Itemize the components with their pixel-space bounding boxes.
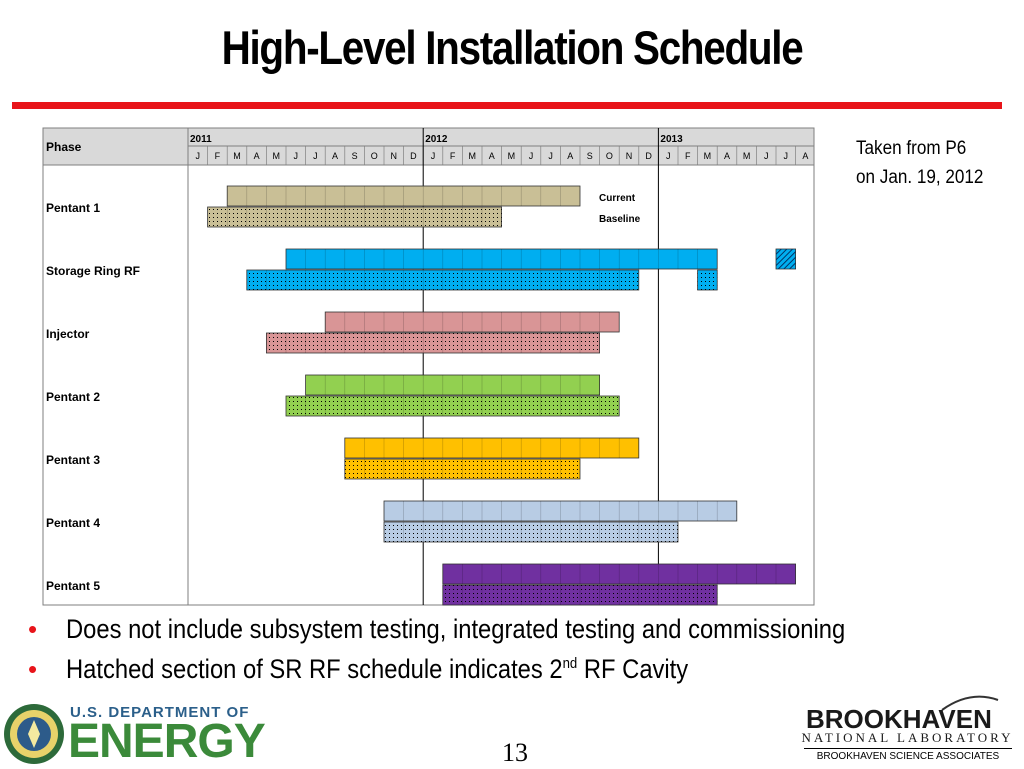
month-label: O bbox=[606, 151, 613, 161]
month-label: O bbox=[371, 151, 378, 161]
source-note-line2: on Jan. 19, 2012 bbox=[856, 167, 984, 188]
bnl-associates: BROOKHAVEN SCIENCE ASSOCIATES bbox=[804, 748, 1012, 762]
bullet-text: Hatched section of SR RF schedule indica… bbox=[66, 654, 688, 685]
current-bar bbox=[383, 500, 738, 522]
slide-title: High-Level Installation Schedule bbox=[221, 21, 804, 74]
year-label: 2011 bbox=[190, 134, 212, 145]
bnl-logo: BROOKHAVEN NATIONAL LABORATORY BROOKHAVE… bbox=[800, 695, 1020, 766]
year-label: 2012 bbox=[425, 134, 448, 145]
month-label: F bbox=[215, 151, 221, 161]
bullet-text: Does not include subsystem testing, inte… bbox=[66, 614, 846, 644]
gantt-bars bbox=[207, 185, 797, 606]
bullet-dot: • bbox=[28, 654, 38, 684]
bnl-name: BROOKHAVEN bbox=[806, 704, 992, 734]
baseline-bar-dots bbox=[384, 522, 678, 542]
month-label: A bbox=[567, 151, 573, 161]
month-label: D bbox=[645, 151, 652, 161]
source-note-line1: Taken from P6 bbox=[856, 138, 967, 159]
source-note: Taken from P6 on Jan. 19, 2012 bbox=[856, 134, 983, 192]
bnl-swoosh-icon bbox=[941, 695, 999, 711]
phase-label: Storage Ring RF bbox=[46, 264, 140, 278]
year-label: 2013 bbox=[660, 134, 683, 145]
month-label: N bbox=[391, 151, 398, 161]
month-label: J bbox=[196, 151, 201, 161]
month-label: J bbox=[666, 151, 671, 161]
phase-label: Pentant 5 bbox=[46, 579, 100, 593]
doe-big-text: ENERGY bbox=[68, 715, 266, 768]
doe-logo: U.S. DEPARTMENT OF ENERGY bbox=[2, 700, 266, 768]
month-label: A bbox=[332, 151, 338, 161]
title-underline bbox=[12, 102, 1002, 109]
month-label: J bbox=[313, 151, 318, 161]
month-label: M bbox=[704, 151, 712, 161]
month-label: M bbox=[233, 151, 241, 161]
bullet-dot: • bbox=[28, 614, 38, 644]
month-label: N bbox=[626, 151, 633, 161]
month-label: D bbox=[410, 151, 417, 161]
gantt-grid bbox=[42, 127, 815, 606]
baseline-bar-dots bbox=[344, 459, 580, 479]
month-label: A bbox=[489, 151, 495, 161]
month-label: J bbox=[548, 151, 553, 161]
current-label: Current bbox=[599, 193, 636, 204]
month-label: M bbox=[508, 151, 516, 161]
bullet2-post: RF Cavity bbox=[577, 654, 689, 684]
phase-label: Pentant 2 bbox=[46, 390, 100, 404]
current-bar bbox=[324, 311, 620, 333]
phase-label: Pentant 3 bbox=[46, 453, 100, 467]
month-label: F bbox=[685, 151, 691, 161]
baseline-label: Baseline bbox=[599, 214, 641, 225]
baseline-bar-dots bbox=[286, 396, 620, 416]
month-label: S bbox=[587, 151, 593, 161]
month-label: J bbox=[431, 151, 436, 161]
phase-label: Pentant 4 bbox=[46, 516, 100, 530]
chart-frame bbox=[42, 127, 815, 606]
month-label: J bbox=[294, 151, 299, 161]
month-label: A bbox=[724, 151, 730, 161]
bullet2-sup: nd bbox=[562, 655, 578, 672]
month-label: M bbox=[272, 151, 280, 161]
month-label: M bbox=[743, 151, 751, 161]
current-bar bbox=[442, 563, 796, 585]
month-label: A bbox=[254, 151, 260, 161]
baseline-bar-dots bbox=[442, 585, 718, 605]
phase-header: Phase bbox=[46, 140, 82, 154]
month-label: A bbox=[802, 151, 808, 161]
bnl-lab: NATIONAL LABORATORY bbox=[801, 730, 1014, 745]
page-number: 13 bbox=[502, 738, 528, 767]
month-label: M bbox=[468, 151, 476, 161]
baseline-bar-dots bbox=[207, 207, 502, 227]
month-label: J bbox=[529, 151, 534, 161]
month-label: F bbox=[450, 151, 456, 161]
hatched-bar-pattern bbox=[776, 249, 796, 269]
current-bar bbox=[344, 437, 640, 459]
phase-label: Injector bbox=[46, 327, 90, 341]
month-label: S bbox=[352, 151, 358, 161]
bullet-item: • Hatched section of SR RF schedule indi… bbox=[28, 654, 951, 694]
current-bar bbox=[226, 185, 581, 207]
month-label: J bbox=[764, 151, 769, 161]
current-bar bbox=[285, 248, 718, 270]
phase-label: Pentant 1 bbox=[46, 201, 100, 215]
doe-small-text: U.S. DEPARTMENT OF bbox=[70, 704, 250, 721]
current-bar bbox=[305, 374, 601, 396]
gantt-labels: J F M A M J J A S O N D J F M A M J J A S O N D J F M A M J J A 2011 2012… bbox=[46, 134, 808, 593]
month-label: J bbox=[784, 151, 789, 161]
doe-seal-icon bbox=[4, 704, 64, 764]
bullet-list: • Does not include subsystem testing, in… bbox=[28, 614, 951, 694]
baseline-bar-dots bbox=[246, 270, 639, 290]
bullet2-pre: Hatched section of SR RF schedule indica… bbox=[66, 654, 563, 684]
baseline-bar-dots bbox=[697, 270, 718, 290]
bullet-item: • Does not include subsystem testing, in… bbox=[28, 614, 951, 654]
baseline-bar-dots bbox=[266, 333, 600, 353]
